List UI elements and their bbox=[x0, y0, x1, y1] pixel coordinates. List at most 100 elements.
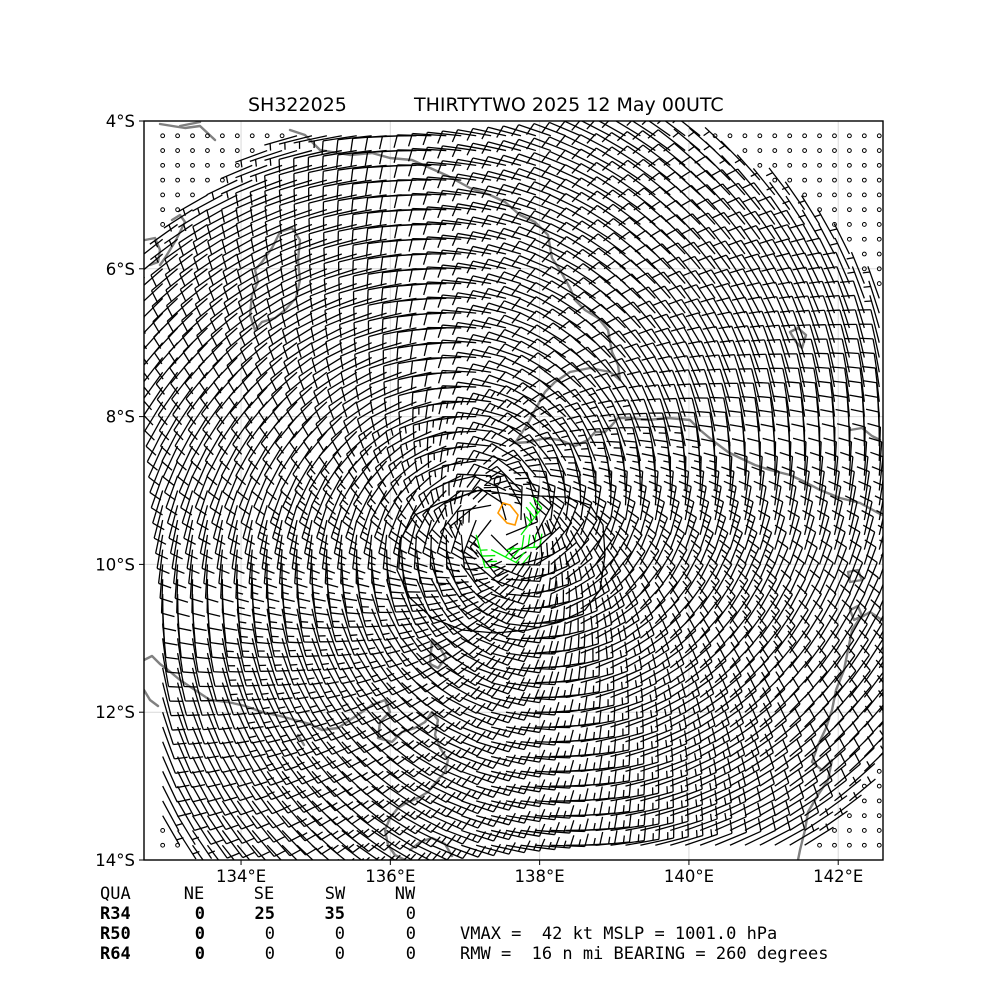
wind-barb bbox=[847, 267, 864, 299]
calm-marker bbox=[848, 829, 852, 833]
calm-marker bbox=[758, 163, 762, 167]
wind-barb bbox=[627, 117, 656, 136]
calm-marker bbox=[803, 134, 807, 138]
wind-barb bbox=[267, 830, 301, 855]
wind-barb bbox=[645, 467, 658, 505]
wind-barb bbox=[864, 281, 880, 313]
calm-marker bbox=[818, 149, 822, 153]
wind-barb bbox=[453, 337, 492, 349]
calm-marker bbox=[803, 178, 807, 182]
wind-barb bbox=[250, 165, 282, 181]
wind-barb bbox=[282, 816, 317, 841]
calm-marker bbox=[773, 163, 777, 167]
calm-marker bbox=[176, 208, 180, 212]
wind-barb bbox=[491, 663, 530, 676]
calm-marker bbox=[176, 178, 180, 182]
table-header-ne: NE bbox=[184, 884, 204, 904]
calm-marker bbox=[833, 843, 837, 847]
wind-barb bbox=[509, 483, 522, 520]
wind-barb bbox=[476, 609, 515, 624]
calm-marker bbox=[877, 784, 881, 788]
table-header-sw: SW bbox=[325, 884, 346, 904]
calm-marker bbox=[235, 163, 239, 167]
wind-barb bbox=[457, 505, 491, 525]
table-cell-r34-nw: 0 bbox=[406, 904, 416, 924]
table-cell-r64-se: 0 bbox=[265, 944, 275, 964]
calm-marker bbox=[206, 149, 210, 153]
wind-barb bbox=[338, 535, 351, 573]
calm-marker bbox=[161, 193, 165, 197]
calm-marker bbox=[833, 178, 837, 182]
calm-marker bbox=[848, 134, 852, 138]
wind-barb bbox=[207, 180, 238, 199]
calm-marker bbox=[161, 843, 165, 847]
calm-marker bbox=[161, 208, 165, 212]
calm-marker bbox=[176, 134, 180, 138]
calm-marker bbox=[818, 843, 822, 847]
wind-barb bbox=[438, 340, 476, 353]
table-row-r64-label: R64 bbox=[100, 944, 131, 964]
wind-barb bbox=[235, 151, 267, 168]
calm-marker bbox=[877, 252, 881, 256]
calm-marker bbox=[788, 134, 792, 138]
wind-radii-table: QUA NE SE SW NW R34 0 25 35 0 R50 0 0 0 … bbox=[100, 884, 416, 964]
calm-marker bbox=[877, 193, 881, 197]
calm-marker bbox=[877, 208, 881, 212]
calm-marker bbox=[833, 829, 837, 833]
wind-barb bbox=[514, 472, 536, 505]
table-cell-r64-sw: 0 bbox=[335, 944, 345, 964]
calm-marker bbox=[161, 163, 165, 167]
map-plot-area: 20 bbox=[136, 115, 903, 873]
wind-barb bbox=[673, 115, 700, 136]
wind-barb bbox=[661, 467, 674, 505]
wind-barb bbox=[491, 678, 530, 691]
calm-marker bbox=[161, 178, 165, 182]
calm-marker bbox=[728, 134, 732, 138]
wind-barb bbox=[446, 550, 468, 583]
calm-marker bbox=[862, 814, 866, 818]
calm-marker bbox=[862, 237, 866, 241]
table-header-nw: NW bbox=[395, 884, 416, 904]
table-cell-r50-nw: 0 bbox=[406, 924, 416, 944]
calm-marker bbox=[848, 193, 852, 197]
wind-barb bbox=[250, 151, 282, 167]
calm-marker bbox=[862, 149, 866, 153]
wind-barb bbox=[482, 431, 521, 447]
calm-marker bbox=[848, 149, 852, 153]
calm-marker bbox=[176, 149, 180, 153]
wind-barb bbox=[193, 845, 216, 873]
calm-marker bbox=[161, 223, 165, 227]
wind-barb bbox=[294, 136, 327, 149]
calm-marker bbox=[220, 149, 224, 153]
calm-marker bbox=[235, 149, 239, 153]
wind-barb bbox=[282, 564, 295, 601]
table-cell-r50-ne: 0 bbox=[195, 924, 205, 944]
wind-barb bbox=[695, 185, 730, 210]
wind-barb bbox=[706, 467, 719, 505]
calm-marker bbox=[877, 799, 881, 803]
calm-marker bbox=[743, 149, 747, 153]
calm-marker bbox=[161, 149, 165, 153]
calm-marker bbox=[877, 223, 881, 227]
calm-marker bbox=[220, 178, 224, 182]
table-cell-r34-ne: 0 bbox=[195, 904, 205, 924]
vmax-mslp-text: VMAX = 42 kt MSLP = 1001.0 hPa bbox=[460, 924, 777, 944]
lat-tick-label: 6°S bbox=[106, 260, 135, 279]
calm-marker bbox=[833, 149, 837, 153]
wind-barb bbox=[137, 269, 163, 303]
calm-marker bbox=[758, 134, 762, 138]
calm-marker bbox=[803, 193, 807, 197]
wind-barb bbox=[721, 467, 734, 505]
wind-barb bbox=[429, 461, 461, 485]
calm-marker bbox=[877, 163, 881, 167]
lat-tick-label: 4°S bbox=[106, 112, 135, 131]
wind-barb bbox=[453, 397, 491, 409]
lon-tick-label: 140°E bbox=[664, 867, 714, 886]
wind-barb bbox=[277, 535, 289, 573]
storm-info-title: THIRTYTWO 2025 12 May 00UTC bbox=[413, 94, 724, 116]
calm-marker bbox=[250, 134, 254, 138]
calm-marker bbox=[862, 193, 866, 197]
calm-marker bbox=[877, 769, 881, 773]
calm-marker bbox=[818, 178, 822, 182]
calm-marker bbox=[176, 843, 180, 847]
